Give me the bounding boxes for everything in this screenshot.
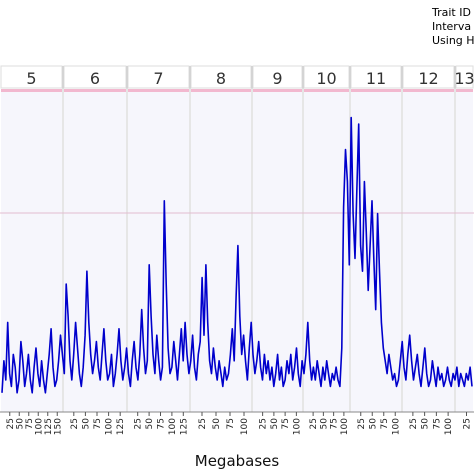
x-tick-label: 100 — [292, 418, 302, 435]
chromosome-header — [0, 65, 63, 89]
x-tick-label: 75 — [25, 418, 35, 429]
x-tick-label: 50 — [81, 418, 91, 430]
x-tick-label: 25 — [70, 418, 80, 429]
chromosome-label: 7 — [153, 69, 163, 88]
chromosome-strip — [191, 89, 251, 92]
chromosome-label: 5 — [26, 69, 36, 88]
chromosome-label: 8 — [216, 69, 226, 88]
chromosome-label: 10 — [316, 69, 336, 88]
chromosome-strip — [253, 89, 302, 92]
x-tick-label: 25 — [6, 418, 16, 429]
x-tick-label: 75 — [281, 418, 291, 429]
x-tick-label: 25 — [357, 418, 367, 429]
x-tick-label: 75 — [380, 418, 390, 429]
x-tick-label: 100 — [444, 418, 454, 435]
x-tick-label: 25 — [309, 418, 319, 429]
x-tick-label: 25 — [409, 418, 419, 429]
chromosome-panel — [456, 92, 473, 412]
chromosome-strip — [304, 89, 349, 92]
lod-series-line — [1, 116, 473, 394]
chromosome-header — [402, 65, 455, 89]
chromosome-label: 13 — [454, 69, 474, 88]
x-tick-label: 75 — [226, 418, 236, 429]
chromosome-header — [190, 65, 252, 89]
x-tick-label: 75 — [93, 418, 103, 429]
chromosome-label: 11 — [366, 69, 386, 88]
x-axis-label: Megabases — [194, 452, 280, 470]
chromosome-strip — [403, 89, 454, 92]
x-tick-label: 100 — [240, 418, 250, 435]
x-tick-label: 25 — [259, 418, 269, 429]
x-tick-label: 25 — [463, 418, 473, 429]
x-tick-label: 50 — [368, 418, 378, 430]
x-tick-label: 75 — [432, 418, 442, 429]
chromosome-strip — [456, 89, 473, 92]
x-tick-label: 100 — [34, 418, 44, 435]
chromosome-header — [127, 65, 190, 89]
chromosome-strip — [128, 89, 189, 92]
x-tick-label: 50 — [270, 418, 280, 430]
chromosome-header — [63, 65, 127, 89]
x-tick-label: 150 — [53, 418, 63, 435]
x-tick-label: 75 — [157, 418, 167, 429]
chromosome-label: 9 — [272, 69, 282, 88]
x-tick-label: 100 — [168, 418, 178, 435]
chromosome-header — [303, 65, 350, 89]
x-tick-label: 50 — [145, 418, 155, 430]
x-tick-label: 50 — [15, 418, 25, 430]
x-tick-label: 100 — [391, 418, 401, 435]
x-tick-label: 50 — [212, 418, 222, 430]
x-tick-label: 50 — [319, 418, 329, 430]
legend-line-trait: Trait ID — [432, 6, 471, 19]
chromosome-strip — [351, 89, 401, 92]
chromosome-header — [350, 65, 402, 89]
x-tick-label: 125 — [116, 418, 126, 435]
chromosome-label: 6 — [90, 69, 100, 88]
x-tick-label: 75 — [330, 418, 340, 429]
chromosome-panel — [191, 92, 251, 412]
x-tick-label: 125 — [44, 418, 54, 435]
chromosome-label: 12 — [418, 69, 438, 88]
chromosome-panel — [403, 92, 454, 412]
x-tick-label: 100 — [340, 418, 350, 435]
x-tick-label: 25 — [134, 418, 144, 429]
x-tick-label: 100 — [105, 418, 115, 435]
x-tick-label: 125 — [179, 418, 189, 435]
chromosome-header — [252, 65, 303, 89]
chromosome-strip — [1, 89, 62, 92]
x-tick-label: 25 — [198, 418, 208, 429]
chromosome-strip — [64, 89, 126, 92]
legend-line-interval: Interva — [432, 20, 472, 33]
chromosome-header — [455, 65, 474, 89]
x-tick-label: 50 — [421, 418, 431, 430]
legend-line-using: Using H — [432, 34, 474, 47]
